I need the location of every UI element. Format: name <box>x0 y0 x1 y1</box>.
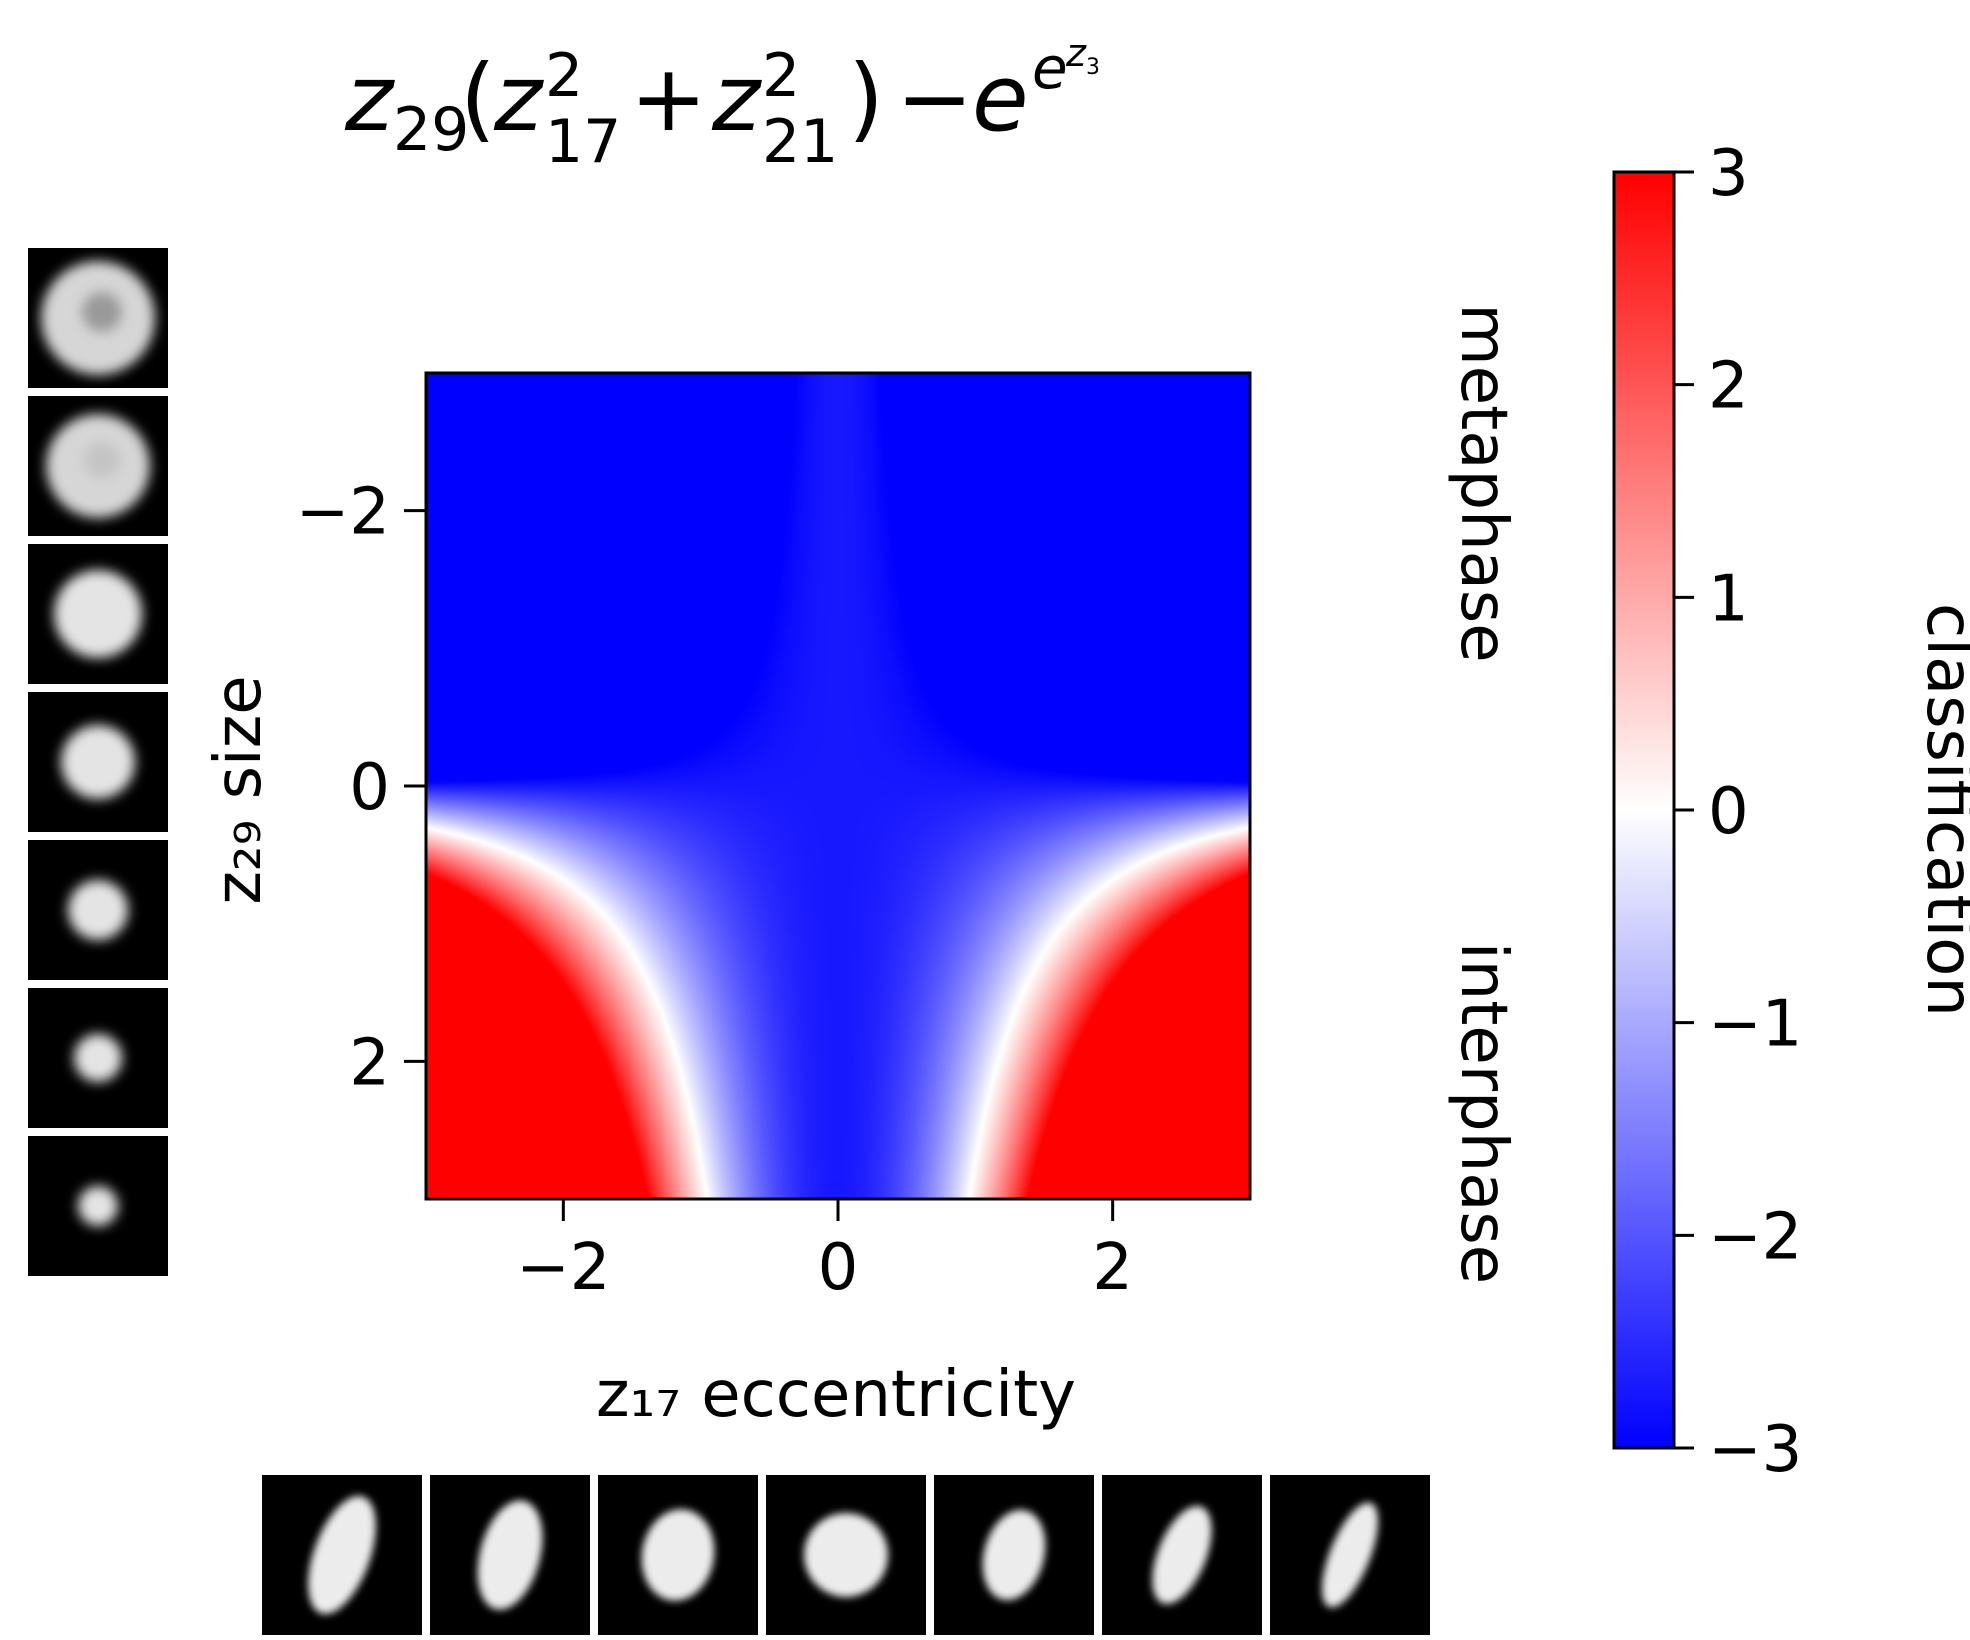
colorbar-tick-label: −3 <box>1708 1413 1802 1487</box>
class-label-interphase: interphase <box>1446 942 1520 1284</box>
eccentricity-thumbnail <box>766 1475 926 1635</box>
size-thumbnail <box>28 840 168 980</box>
size-thumbnail-strip <box>28 248 168 1276</box>
y-axis-label: z₂₉ size <box>202 675 276 904</box>
y-tick-label: 2 <box>349 1026 390 1100</box>
size-thumbnail <box>28 396 168 536</box>
svg-text:3: 3 <box>1086 55 1100 80</box>
size-thumbnail <box>28 248 168 388</box>
eccentricity-thumbnail <box>598 1475 758 1635</box>
class-label-metaphase: metaphase <box>1446 303 1520 662</box>
svg-text:29: 29 <box>393 95 469 165</box>
svg-text:e: e <box>972 45 1029 152</box>
svg-text:(: ( <box>460 45 496 152</box>
svg-text:z: z <box>711 45 762 152</box>
size-thumbnail <box>28 692 168 832</box>
size-thumbnail <box>28 988 168 1128</box>
eccentricity-thumbnail <box>934 1475 1094 1635</box>
size-thumbnail <box>28 1136 168 1276</box>
x-tick-label: −2 <box>516 1231 610 1305</box>
x-axis-label: z₁₇ eccentricity <box>596 1358 1076 1432</box>
svg-text:z: z <box>344 45 395 152</box>
svg-text:z: z <box>1065 31 1087 75</box>
eccentricity-thumbnail <box>1102 1475 1262 1635</box>
colorbar-tick-label: 0 <box>1708 775 1749 849</box>
svg-text:e: e <box>1032 34 1068 102</box>
svg-text:z: z <box>493 45 544 152</box>
colorbar-tick-label: 1 <box>1708 562 1749 636</box>
colorbar-label: classification <box>1912 603 1970 1017</box>
svg-text:21: 21 <box>762 107 838 177</box>
eccentricity-thumbnail <box>430 1475 590 1635</box>
colorbar-tick-label: −1 <box>1708 988 1802 1062</box>
svg-text:−: − <box>896 45 973 152</box>
heatmap-image <box>426 373 1250 1199</box>
colorbar-tick-label: 2 <box>1708 350 1749 424</box>
y-tick-label: 0 <box>349 751 390 825</box>
eccentricity-thumbnail-strip <box>262 1475 1430 1635</box>
colorbar-gradient <box>1614 172 1674 1448</box>
chart-title: z 29 ( z 2 17 + z 2 21 ) − e e z 3 <box>344 31 1100 177</box>
svg-text:2: 2 <box>545 41 583 111</box>
eccentricity-thumbnail <box>262 1475 422 1635</box>
y-tick-label: −2 <box>296 476 390 550</box>
eccentricity-thumbnail <box>1270 1475 1430 1635</box>
size-thumbnail <box>28 544 168 684</box>
colorbar-tick-label: 3 <box>1708 137 1749 211</box>
svg-text:2: 2 <box>762 41 800 111</box>
x-tick-label: 0 <box>818 1231 859 1305</box>
svg-text:17: 17 <box>545 107 621 177</box>
colorbar-tick-label: −2 <box>1708 1200 1802 1274</box>
plot-frame <box>424 371 1252 1201</box>
x-tick-label: 2 <box>1092 1231 1133 1305</box>
svg-text:+: + <box>630 45 707 152</box>
svg-text:): ) <box>848 45 884 152</box>
colorbar-frame <box>1612 170 1676 1450</box>
